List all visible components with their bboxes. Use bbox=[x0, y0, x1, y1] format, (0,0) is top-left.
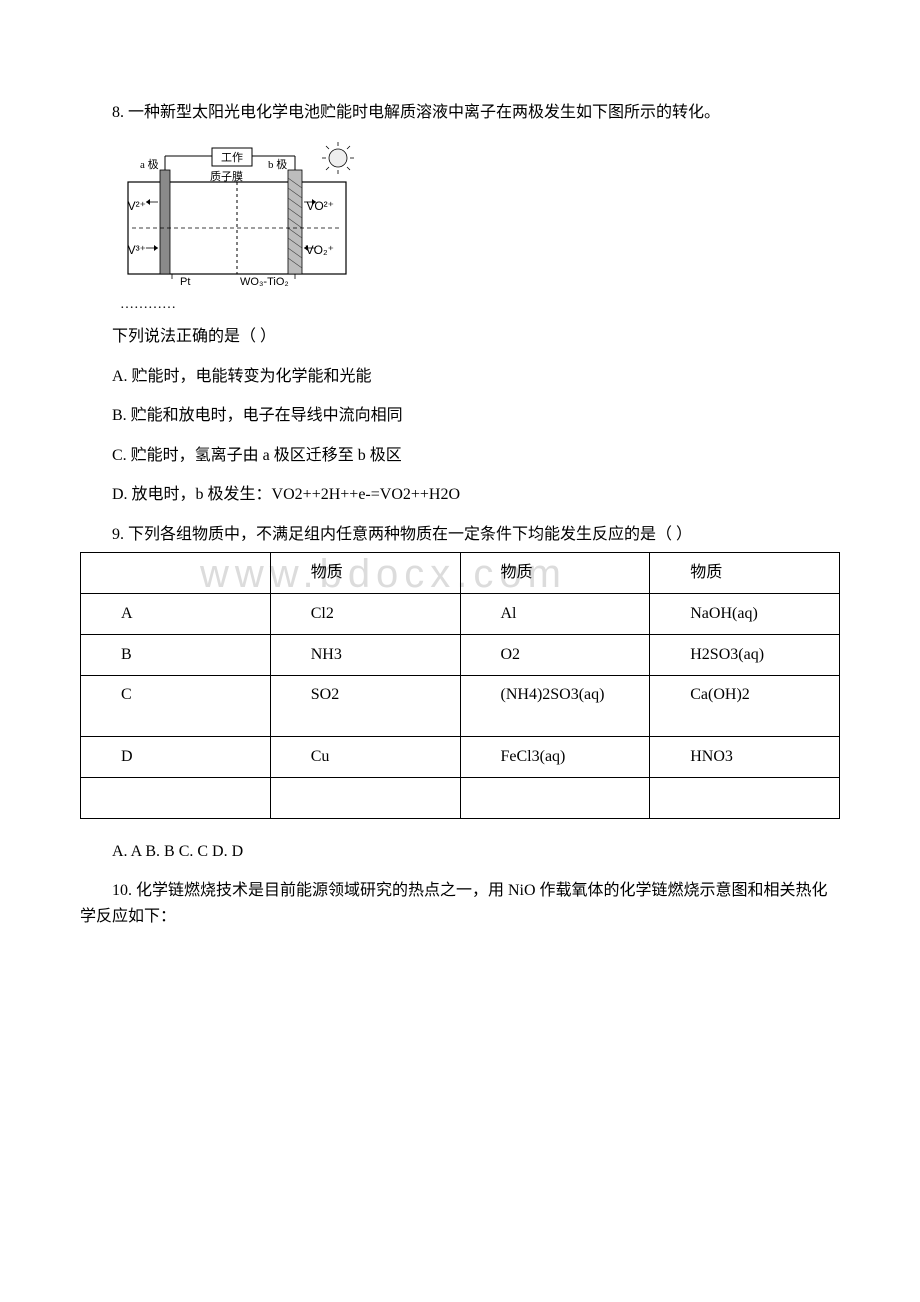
q9-r1c3: H2SO3(aq) bbox=[650, 634, 840, 675]
fig-membrane-label: 质子膜 bbox=[210, 170, 243, 183]
q9-r3c2: FeCl3(aq) bbox=[460, 736, 650, 777]
q9-r2c1: SO2 bbox=[270, 675, 460, 736]
q9-answers: A. A B. B C. C D. D bbox=[80, 839, 840, 865]
table-row: C SO2 (NH4)2SO3(aq) Ca(OH)2 bbox=[81, 675, 840, 736]
fig-b-label: b 极 bbox=[268, 157, 287, 171]
fig-a-label: a 极 bbox=[140, 157, 159, 171]
q9-r2c2: (NH4)2SO3(aq) bbox=[460, 675, 650, 736]
fig-cathode-mat: WO₃-TiO₂ bbox=[240, 276, 289, 288]
q9-empty3 bbox=[650, 777, 840, 818]
q9-r1c1: NH3 bbox=[270, 634, 460, 675]
q9-r0c0: A bbox=[81, 593, 271, 634]
fig-work-label: 工作 bbox=[221, 151, 243, 164]
q8-option-b: B. 贮能和放电时，电子在导线中流向相同 bbox=[80, 403, 840, 429]
table-row: A Cl2 Al NaOH(aq) bbox=[81, 593, 840, 634]
q9-r2c0: C bbox=[81, 675, 271, 736]
q8-dots: ………… bbox=[120, 294, 840, 316]
q9-r1c2: O2 bbox=[460, 634, 650, 675]
q9-empty1 bbox=[270, 777, 460, 818]
q9-empty0 bbox=[81, 777, 271, 818]
fig-pt: Pt bbox=[180, 276, 190, 288]
q9-h0 bbox=[81, 552, 271, 593]
q8-figure: 工作 a 极 b 极 质子膜 V²⁺ V³⁺ VO²⁺ bbox=[120, 140, 355, 290]
q8-lead: 下列说法正确的是（ ） bbox=[80, 324, 840, 350]
table-row: B NH3 O2 H2SO3(aq) bbox=[81, 634, 840, 675]
q9-table: 物质 物质 物质 A Cl2 Al NaOH(aq) B NH3 O2 H2SO… bbox=[80, 552, 840, 819]
q8-option-a: A. 贮能时，电能转变为化学能和光能 bbox=[80, 364, 840, 390]
q9-empty2 bbox=[460, 777, 650, 818]
q9-stem: 9. 下列各组物质中，不满足组内任意两种物质在一定条件下均能发生反应的是（ ） bbox=[80, 522, 840, 548]
q8-option-d: D. 放电时，b 极发生：VO2++2H++e-=VO2++H2O bbox=[80, 482, 840, 508]
q9-r2c3: Ca(OH)2 bbox=[650, 675, 840, 736]
table-row bbox=[81, 777, 840, 818]
q9-h2: 物质 bbox=[460, 552, 650, 593]
q9-r3c3: HNO3 bbox=[650, 736, 840, 777]
q9-r3c1: Cu bbox=[270, 736, 460, 777]
fig-right-top-ion: VO²⁺ bbox=[306, 199, 334, 213]
fig-left-bot-ion: V³⁺ bbox=[128, 243, 146, 257]
q9-r0c3: NaOH(aq) bbox=[650, 593, 840, 634]
table-header-row: 物质 物质 物质 bbox=[81, 552, 840, 593]
q9-r0c2: Al bbox=[460, 593, 650, 634]
q9-r3c0: D bbox=[81, 736, 271, 777]
q9-r0c1: Cl2 bbox=[270, 593, 460, 634]
q9-h1: 物质 bbox=[270, 552, 460, 593]
table-row: D Cu FeCl3(aq) HNO3 bbox=[81, 736, 840, 777]
q10-stem: 10. 化学链燃烧技术是目前能源领域研究的热点之一，用 NiO 作载氧体的化学链… bbox=[80, 878, 840, 929]
q8-stem: 8. 一种新型太阳光电化学电池贮能时电解质溶液中离子在两极发生如下图所示的转化。 bbox=[80, 100, 840, 126]
fig-left-top-ion: V²⁺ bbox=[128, 199, 146, 213]
q9-h3: 物质 bbox=[650, 552, 840, 593]
q9-r1c0: B bbox=[81, 634, 271, 675]
q8-option-c: C. 贮能时，氢离子由 a 极区迁移至 b 极区 bbox=[80, 443, 840, 469]
fig-right-bot-ion: VO₂⁺ bbox=[306, 243, 334, 257]
